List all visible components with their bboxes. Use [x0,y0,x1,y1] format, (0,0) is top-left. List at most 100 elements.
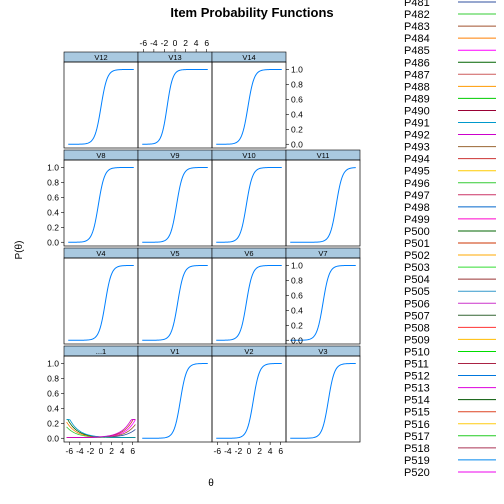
legend-label: P497 [404,190,430,202]
panel-V13: V13 [137,51,213,149]
curve-V5 [142,264,208,341]
curve-V12 [68,68,134,145]
y-tick-label: 0.4 [291,305,303,315]
x-tick-label: 2 [109,446,114,456]
x-tick-label: -6 [140,38,148,48]
panel-V1: V1 [137,345,213,443]
x-tick-label: 4 [120,446,125,456]
panel-frame [211,61,287,149]
panel-strip-label: V9 [170,151,179,160]
legend-entry: P501 [404,238,496,250]
legend-label: P506 [404,298,430,310]
legend-entry: P497 [404,190,496,202]
legend-entry: P483 [404,21,496,33]
y-axis-row-0: 0.0 0.2 0.4 0.6 0.8 1.0 [286,64,303,149]
legend-label: P498 [404,202,430,214]
panel-frame [285,159,361,247]
legend-entry: P485 [404,45,496,57]
y-tick-label: 1.0 [47,162,59,172]
y-tick-label: 1.0 [291,260,303,270]
panel-V12: V12 [63,51,139,149]
panel-strip-label: V12 [94,53,107,62]
panel-V5: V5 [137,247,213,345]
y-tick-label: 0.2 [47,418,59,428]
legend-entry: P492 [404,130,496,142]
legend-entry: P516 [404,419,496,431]
panel-frame [63,159,139,247]
legend-label: P488 [404,81,430,93]
curve-V8 [68,166,134,243]
legend-label: P502 [404,250,430,262]
y-tick-label: 0.0 [291,335,303,345]
panel-V11: V11 [285,149,361,247]
panel-strip-label: V5 [170,249,179,258]
x-tick-label: 0 [247,446,252,456]
panel-frame [211,257,287,345]
legend-entry: P498 [404,202,496,214]
x-tick-label: 6 [278,446,283,456]
legend-entry: P504 [404,274,496,286]
panel-strip-label: V11 [317,151,330,160]
panel-frame [137,355,213,443]
legend-label: P505 [404,286,430,298]
legend-entry: P502 [404,250,496,262]
legend-entry: P491 [404,118,496,130]
panel-V9: V9 [137,149,213,247]
panel-strip-label: V2 [244,347,253,356]
y-tick-label: 0.2 [291,320,303,330]
legend-label: P496 [404,178,430,190]
legend-entry: P513 [404,383,496,395]
x-axis-label: θ [208,478,214,489]
legend-label: P518 [404,443,430,455]
legend-label: P503 [404,262,430,274]
legend-entry: P515 [404,407,496,419]
legend-label: P515 [404,407,430,419]
y-tick-label: 0.6 [291,94,303,104]
legend-entry: P487 [404,69,496,81]
x-tick-label: 0 [99,446,104,456]
legend-label: P486 [404,57,430,69]
x-tick-label: -4 [224,446,232,456]
legend-label: P483 [404,21,430,33]
panel-dotdotdot1: ...1 [63,345,139,443]
legend-label: P507 [404,310,430,322]
y-axis-label: P(θ) [14,241,25,260]
legend-entry: P511 [404,359,496,371]
legend-entry: P506 [404,298,496,310]
legend-entry: P484 [404,33,496,45]
legend-entry: P489 [404,93,496,105]
legend-label: P513 [404,383,430,395]
x-tick-label: -2 [235,446,243,456]
y-tick-label: 0.8 [291,79,303,89]
panel-strip-label: V1 [170,347,179,356]
legend-entry: P509 [404,334,496,346]
legend-label: P517 [404,431,430,443]
x-tick-label: -2 [161,38,169,48]
panel-frame [63,257,139,345]
curve-V9 [142,166,208,243]
legend-label: P511 [404,359,429,371]
legend-entry: P486 [404,57,496,69]
legend-entry: P493 [404,142,496,154]
panel-frame [285,355,361,443]
curve-V4 [68,264,134,341]
legend-label: P504 [404,274,430,286]
y-tick-label: 0.4 [291,109,303,119]
curve-category-9 [66,419,136,438]
x-axis-col-2: -6 -4 -2 0 2 4 6 [214,442,283,456]
x-tick-label: 2 [183,38,188,48]
legend-entry: P520 [404,467,496,479]
legend-entry: P514 [404,395,496,407]
legend-entry: P488 [404,81,496,93]
legend-entry: P482 [404,9,496,21]
legend-label: P481 [404,0,430,9]
curve-V7 [290,264,356,341]
panel-V2: V2 [211,345,287,443]
legend-label: P516 [404,419,430,431]
panel-V10: V10 [211,149,287,247]
legend-entry: P508 [404,322,496,334]
y-axis-row-1: 0.0 0.2 0.4 0.6 0.8 1.0 [47,162,64,247]
y-tick-label: 0.8 [47,373,59,383]
y-tick-label: 1.0 [291,64,303,74]
